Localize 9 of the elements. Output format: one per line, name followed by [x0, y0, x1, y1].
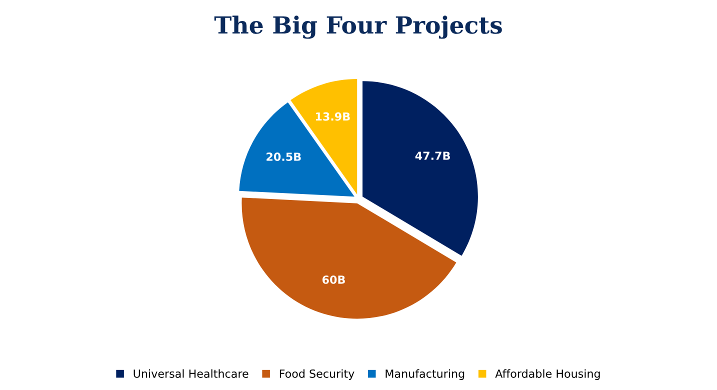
chart-title: The Big Four Projects [214, 16, 502, 39]
data-label: 20.5B [266, 152, 301, 161]
legend-label: Universal Healthcare [134, 369, 248, 378]
legend-label: Affordable Housing [495, 369, 600, 380]
data-label: 13.9B [316, 112, 350, 121]
legend-label: Manufacturing [386, 369, 464, 380]
legend-label: Food Security [280, 369, 354, 380]
data-label: 60B [322, 275, 345, 284]
data-label: 47.7B [415, 152, 450, 160]
